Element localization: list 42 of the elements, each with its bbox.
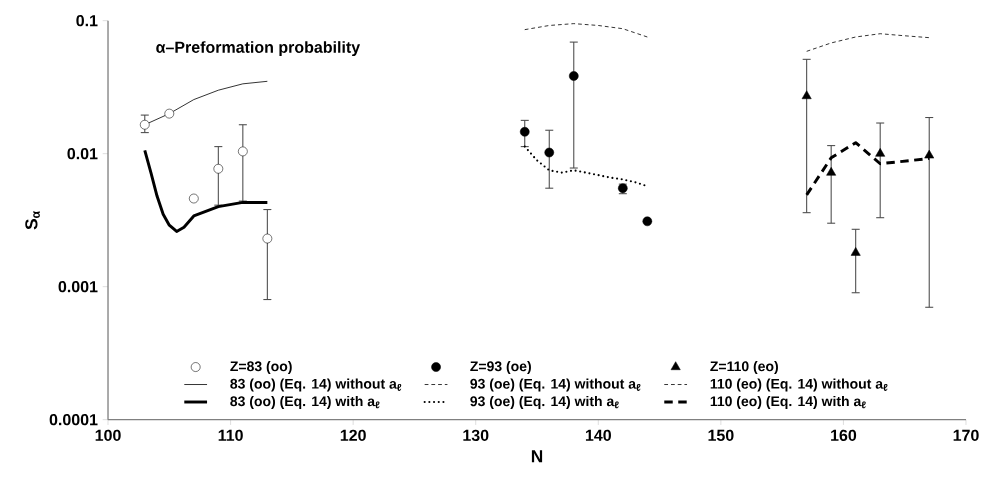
text: α–Preformation probability [156, 41, 361, 57]
legend-label: 110 (eo) (Eq. 14) with a$_{ℓ}$ [710, 395, 866, 409]
x-tick-label: 170 [953, 429, 979, 442]
x-tick-label: 100 [95, 429, 121, 442]
x-tick-label: 130 [463, 429, 489, 442]
x-tick-label: 110 [218, 429, 243, 442]
legend-label: 93 (oe) (Eq. 14) with a$_{ℓ}$ [470, 395, 619, 409]
legend-label: Z=93 (oe) [470, 360, 531, 375]
point [519, 127, 530, 137]
point [139, 119, 150, 130]
point [189, 193, 199, 204]
y-tick-label: 0.1 [76, 15, 98, 27]
point [924, 149, 935, 159]
x-tick-label: 120 [340, 429, 366, 442]
line-series [143, 148, 269, 233]
point [213, 163, 224, 174]
point [850, 247, 861, 256]
point [642, 216, 653, 227]
y-tick-label: 0.01 [67, 148, 98, 160]
point [875, 148, 886, 157]
point [801, 90, 812, 100]
y-tick-label: 0.0001 [49, 414, 98, 426]
legend-label: Z=110 (eo) [710, 360, 778, 375]
point [544, 147, 555, 158]
legend-label: 110 (eo) (Eq. 14) without a$_{ℓ}$ [710, 378, 888, 392]
point [568, 71, 579, 81]
y-tick-label: 0.001 [58, 281, 98, 293]
legend-label: 83 (oo) (Eq. 14) without a$_{ℓ}$ [230, 378, 402, 392]
y-axis-title: S$_{α}$ [25, 211, 40, 230]
x-tick-label: 160 [831, 429, 857, 442]
point [164, 108, 175, 119]
x-tick-label: 150 [708, 429, 734, 442]
legend-label: 83 (oo) (Eq. 14) with a$_{ℓ}$ [230, 395, 380, 409]
x-tick-label: 140 [585, 429, 611, 442]
point [826, 167, 837, 176]
line-series [524, 23, 648, 38]
legend-label: 93 (oe) (Eq. 14) without a$_{ℓ}$ [470, 378, 641, 392]
point [238, 146, 248, 157]
legend-label: Z=83 (oo) [230, 360, 292, 375]
line-series [806, 33, 930, 52]
point [262, 233, 273, 244]
x-axis-title: N [531, 450, 543, 463]
